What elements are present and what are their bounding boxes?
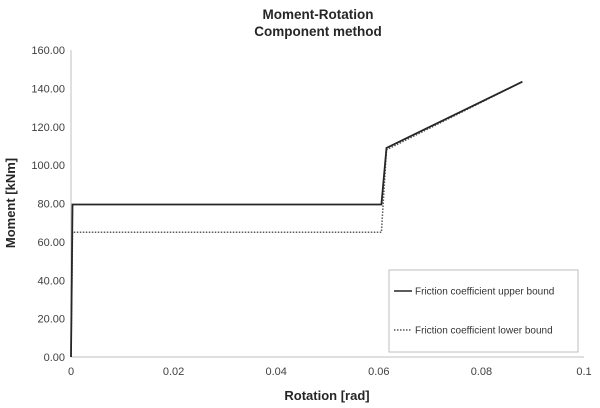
- y-tick-label: 20.00: [37, 314, 65, 326]
- y-tick-label: 80.00: [37, 199, 65, 211]
- y-tick-label: 140.00: [31, 83, 65, 95]
- x-tick-label: 0.02: [163, 366, 184, 378]
- x-tick-label: 0.08: [471, 366, 492, 378]
- legend-box: [388, 269, 579, 353]
- legend: Friction coefficient upper bound Frictio…: [388, 269, 579, 353]
- chart-title: Moment-Rotation: [263, 7, 374, 22]
- x-tick-label: 0.1: [576, 366, 591, 378]
- y-tick-label: 40.00: [37, 275, 65, 287]
- x-tick-label: 0.06: [368, 366, 389, 378]
- x-axis-title: Rotation [rad]: [284, 388, 369, 403]
- y-tick-label: 120.00: [31, 122, 65, 134]
- legend-label-lower-bound: Friction coefficient lower bound: [415, 326, 553, 337]
- chart-subtitle: Component method: [254, 24, 382, 39]
- series-group: [70, 80, 523, 358]
- y-tick-label: 0.00: [44, 352, 65, 364]
- series-line-upper-bound: [70, 80, 523, 358]
- y-tick-label: 100.00: [31, 160, 65, 172]
- y-tick-label: 160.00: [31, 45, 65, 57]
- x-tick-label: 0: [68, 366, 74, 378]
- y-axis-title: Moment [kNm]: [3, 158, 18, 248]
- y-axis-ticks: 0.00 20.00 40.00 60.00 80.00 100.00 120.00 140.…: [31, 45, 65, 364]
- y-tick-label: 60.00: [37, 237, 65, 249]
- x-tick-label: 0.04: [265, 366, 286, 378]
- legend-label-upper-bound: Friction coefficient upper bound: [415, 287, 554, 298]
- x-axis-ticks: 0 0.02 0.04 0.06 0.08 0.1: [68, 366, 592, 378]
